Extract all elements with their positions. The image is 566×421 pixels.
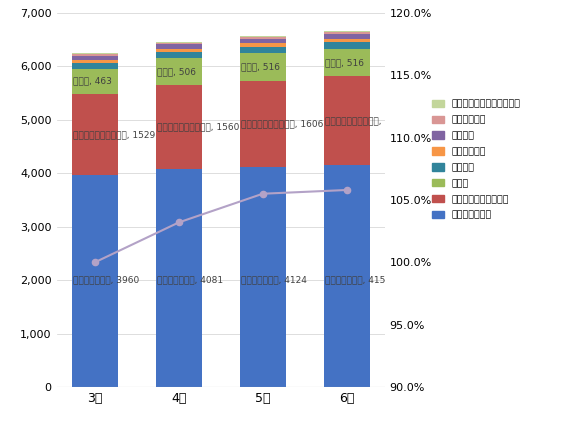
Bar: [324, 165, 370, 387]
Bar: [239, 53, 286, 80]
Bar: [324, 31, 370, 32]
Bar: [324, 77, 370, 165]
Text: タイムズプラス, 4081: タイムズプラス, 4081: [157, 276, 224, 285]
Bar: [156, 42, 202, 43]
Text: カルコ, 463: カルコ, 463: [73, 77, 112, 85]
Text: カルコ, 516: カルコ, 516: [325, 58, 365, 67]
Bar: [156, 49, 202, 52]
Bar: [324, 34, 370, 39]
Bar: [156, 43, 202, 45]
Bar: [324, 49, 370, 77]
Bar: [71, 60, 118, 63]
Bar: [239, 39, 286, 43]
Bar: [156, 85, 202, 169]
Bar: [71, 176, 118, 387]
Text: カルコ, 506: カルコ, 506: [157, 67, 196, 76]
Bar: [71, 93, 118, 176]
Bar: [156, 169, 202, 387]
Bar: [239, 37, 286, 39]
Text: オリックスカーシェア, 1560: オリックスカーシェア, 1560: [157, 123, 239, 132]
Bar: [239, 43, 286, 47]
Text: オリックスカーシェア, 1606: オリックスカーシェア, 1606: [241, 119, 324, 128]
Bar: [156, 52, 202, 58]
Bar: [239, 47, 286, 53]
Text: タイムズプラス, 4124: タイムズプラス, 4124: [241, 276, 307, 285]
Bar: [239, 167, 286, 387]
Bar: [156, 45, 202, 49]
Bar: [239, 80, 286, 167]
Text: カルコ, 516: カルコ, 516: [241, 62, 280, 71]
Bar: [71, 56, 118, 60]
Bar: [324, 43, 370, 49]
Bar: [71, 69, 118, 93]
Bar: [324, 32, 370, 34]
Text: オリックスカーシェア, 1649: オリックスカーシェア, 1649: [325, 116, 408, 125]
Bar: [239, 36, 286, 37]
Text: タイムズプラス, 3960: タイムズプラス, 3960: [73, 276, 139, 285]
Bar: [71, 63, 118, 69]
Bar: [71, 54, 118, 56]
Bar: [71, 53, 118, 54]
Text: タイムズプラス, 4159: タイムズプラス, 4159: [325, 276, 392, 285]
Bar: [156, 58, 202, 85]
Text: オリックスカーシェア, 1529: オリックスカーシェア, 1529: [73, 130, 156, 139]
Legend: ガリバーカーシェアメイト, まちのりくん, エコロカ, アース・カー, ガリテコ, カルコ, オリックスカーシェア, タイムズプラス: ガリバーカーシェアメイト, まちのりくん, エコロカ, アース・カー, ガリテコ…: [432, 100, 520, 220]
Bar: [324, 39, 370, 43]
